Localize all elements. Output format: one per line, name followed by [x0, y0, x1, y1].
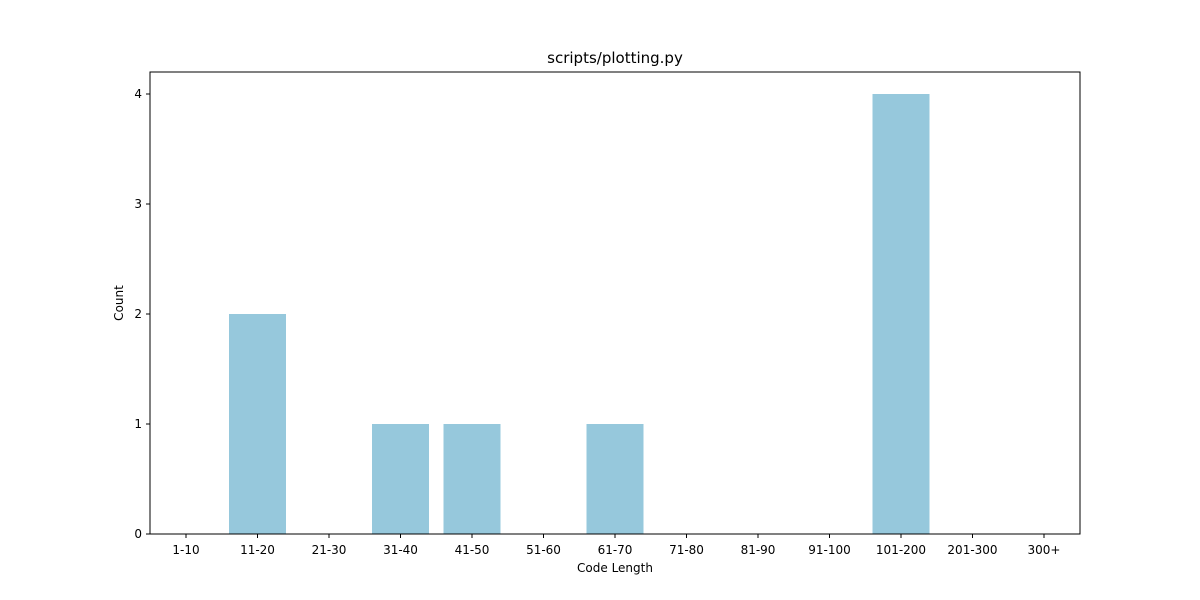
x-tick-label: 21-30 — [312, 543, 347, 557]
x-tick-label: 51-60 — [526, 543, 561, 557]
x-tick-label: 91-100 — [808, 543, 851, 557]
bar-41-50 — [443, 424, 501, 534]
y-tick-label: 1 — [134, 417, 142, 431]
bar-11-20 — [229, 314, 286, 534]
x-tick-label: 11-20 — [240, 543, 275, 557]
x-tick-label: 201-300 — [947, 543, 997, 557]
y-axis: 0 1 2 3 4 — [134, 87, 150, 541]
x-tick-label: 61-70 — [598, 543, 633, 557]
y-axis-label: Count — [112, 285, 126, 321]
x-tick-label: 101-200 — [876, 543, 926, 557]
bar-101-200 — [872, 94, 930, 534]
y-tick-label: 4 — [134, 87, 142, 101]
chart-title: scripts/plotting.py — [547, 49, 683, 67]
x-axis-label: Code Length — [577, 561, 653, 575]
bars-group — [229, 94, 930, 534]
y-tick-label: 3 — [134, 197, 142, 211]
x-tick-label: 71-80 — [669, 543, 704, 557]
plot-frame — [149, 71, 1081, 535]
x-tick-label: 41-50 — [455, 543, 490, 557]
x-tick-label: 1-10 — [172, 543, 199, 557]
bar-31-40 — [372, 424, 429, 534]
x-tick-label: 300+ — [1028, 543, 1061, 557]
x-tick-label: 31-40 — [383, 543, 418, 557]
y-tick-label: 0 — [134, 527, 142, 541]
x-axis: 1-10 11-20 21-30 31-40 41-50 51-60 61-70 71-80 8… — [172, 534, 1060, 557]
bar-61-70 — [586, 424, 644, 534]
x-tick-label: 81-90 — [741, 543, 776, 557]
y-tick-label: 2 — [134, 307, 142, 321]
